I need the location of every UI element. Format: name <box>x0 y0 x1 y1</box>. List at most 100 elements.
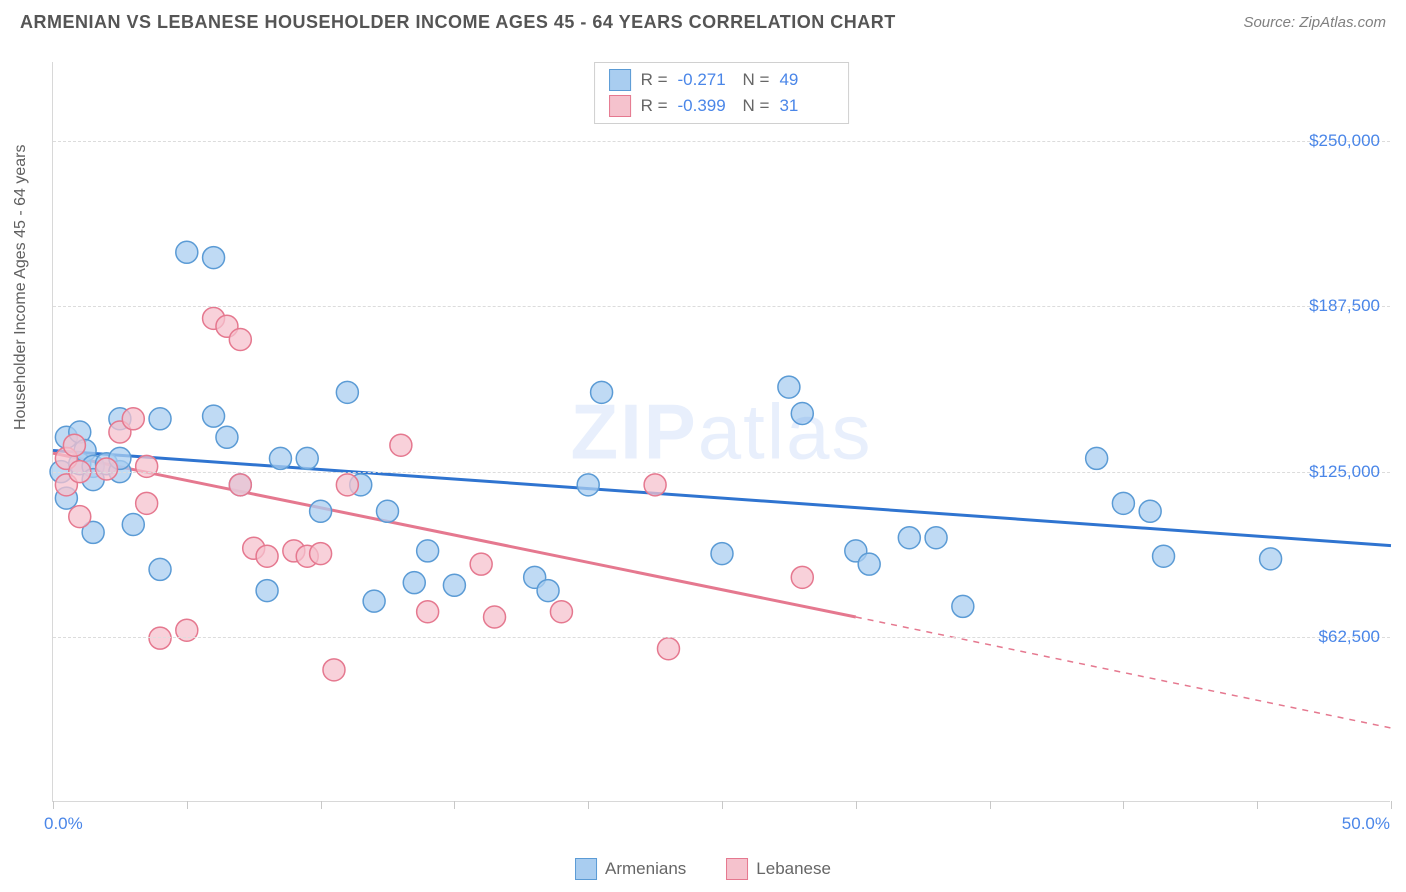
data-point <box>1153 545 1175 567</box>
swatch-lebanese <box>609 95 631 117</box>
data-point <box>149 627 171 649</box>
data-point <box>256 580 278 602</box>
data-point <box>1139 500 1161 522</box>
data-point <box>1086 447 1108 469</box>
data-point <box>778 376 800 398</box>
data-point <box>136 455 158 477</box>
x-tick <box>187 801 188 809</box>
x-tick <box>53 801 54 809</box>
x-tick <box>454 801 455 809</box>
chart-title: ARMENIAN VS LEBANESE HOUSEHOLDER INCOME … <box>20 12 896 33</box>
x-tick <box>722 801 723 809</box>
data-point <box>591 381 613 403</box>
legend-n-value-armenians: 49 <box>779 70 834 90</box>
data-point <box>484 606 506 628</box>
data-point <box>898 527 920 549</box>
gridline <box>53 141 1390 142</box>
data-point <box>657 638 679 660</box>
x-axis-min-label: 0.0% <box>44 814 83 834</box>
data-point <box>925 527 947 549</box>
legend-label-armenians: Armenians <box>605 859 686 879</box>
data-point <box>537 580 559 602</box>
data-point <box>644 474 666 496</box>
data-point <box>1260 548 1282 570</box>
y-tick-label: $250,000 <box>1309 131 1380 151</box>
data-point <box>791 566 813 588</box>
data-point <box>269 447 291 469</box>
data-point <box>149 558 171 580</box>
legend-item-lebanese: Lebanese <box>726 858 831 880</box>
legend-row-lebanese: R = -0.399 N = 31 <box>609 95 835 117</box>
data-point <box>149 408 171 430</box>
data-point <box>216 426 238 448</box>
data-point <box>952 595 974 617</box>
legend-item-armenians: Armenians <box>575 858 686 880</box>
data-point <box>577 474 599 496</box>
gridline <box>53 637 1390 638</box>
data-point <box>417 601 439 623</box>
y-tick-label: $187,500 <box>1309 296 1380 316</box>
chart-plot-area: ZIPatlas R = -0.271 N = 49 R = -0.399 N … <box>52 62 1390 802</box>
swatch-bottom-lebanese <box>726 858 748 880</box>
data-point <box>470 553 492 575</box>
x-tick <box>588 801 589 809</box>
data-point <box>377 500 399 522</box>
data-point <box>390 434 412 456</box>
swatch-armenians <box>609 69 631 91</box>
legend-n-value-lebanese: 31 <box>779 96 834 116</box>
data-point <box>550 601 572 623</box>
legend-n-label: N = <box>743 70 770 90</box>
legend-r-label: R = <box>641 70 668 90</box>
data-point <box>363 590 385 612</box>
data-point <box>229 474 251 496</box>
data-point <box>69 506 91 528</box>
data-point <box>323 659 345 681</box>
data-point <box>336 381 358 403</box>
data-point <box>310 500 332 522</box>
data-point <box>176 241 198 263</box>
data-point <box>417 540 439 562</box>
data-point <box>296 447 318 469</box>
data-point <box>1112 492 1134 514</box>
regression-line-dashed <box>856 617 1391 728</box>
legend-label-lebanese: Lebanese <box>756 859 831 879</box>
data-point <box>203 247 225 269</box>
gridline <box>53 306 1390 307</box>
correlation-legend: R = -0.271 N = 49 R = -0.399 N = 31 <box>594 62 850 124</box>
data-point <box>256 545 278 567</box>
regression-line <box>53 451 1391 546</box>
data-point <box>63 434 85 456</box>
x-tick <box>990 801 991 809</box>
data-point <box>136 492 158 514</box>
data-point <box>443 574 465 596</box>
data-point <box>203 405 225 427</box>
legend-r-value-armenians: -0.271 <box>678 70 733 90</box>
x-tick <box>856 801 857 809</box>
y-tick-label: $62,500 <box>1319 627 1380 647</box>
series-legend: Armenians Lebanese <box>575 858 831 880</box>
data-point <box>403 572 425 594</box>
legend-row-armenians: R = -0.271 N = 49 <box>609 69 835 91</box>
y-tick-label: $125,000 <box>1309 462 1380 482</box>
data-point <box>122 408 144 430</box>
x-tick <box>1391 801 1392 809</box>
gridline <box>53 472 1390 473</box>
x-tick <box>1123 801 1124 809</box>
data-point <box>176 619 198 641</box>
legend-r-label: R = <box>641 96 668 116</box>
data-point <box>858 553 880 575</box>
swatch-bottom-armenians <box>575 858 597 880</box>
x-tick <box>321 801 322 809</box>
legend-r-value-lebanese: -0.399 <box>678 96 733 116</box>
data-point <box>229 329 251 351</box>
data-point <box>122 514 144 536</box>
data-point <box>310 543 332 565</box>
data-point <box>336 474 358 496</box>
scatter-svg <box>53 62 1390 801</box>
x-tick <box>1257 801 1258 809</box>
data-point <box>96 458 118 480</box>
y-axis-title: Householder Income Ages 45 - 64 years <box>12 145 30 431</box>
legend-n-label: N = <box>743 96 770 116</box>
source-label: Source: ZipAtlas.com <box>1243 14 1386 31</box>
data-point <box>711 543 733 565</box>
